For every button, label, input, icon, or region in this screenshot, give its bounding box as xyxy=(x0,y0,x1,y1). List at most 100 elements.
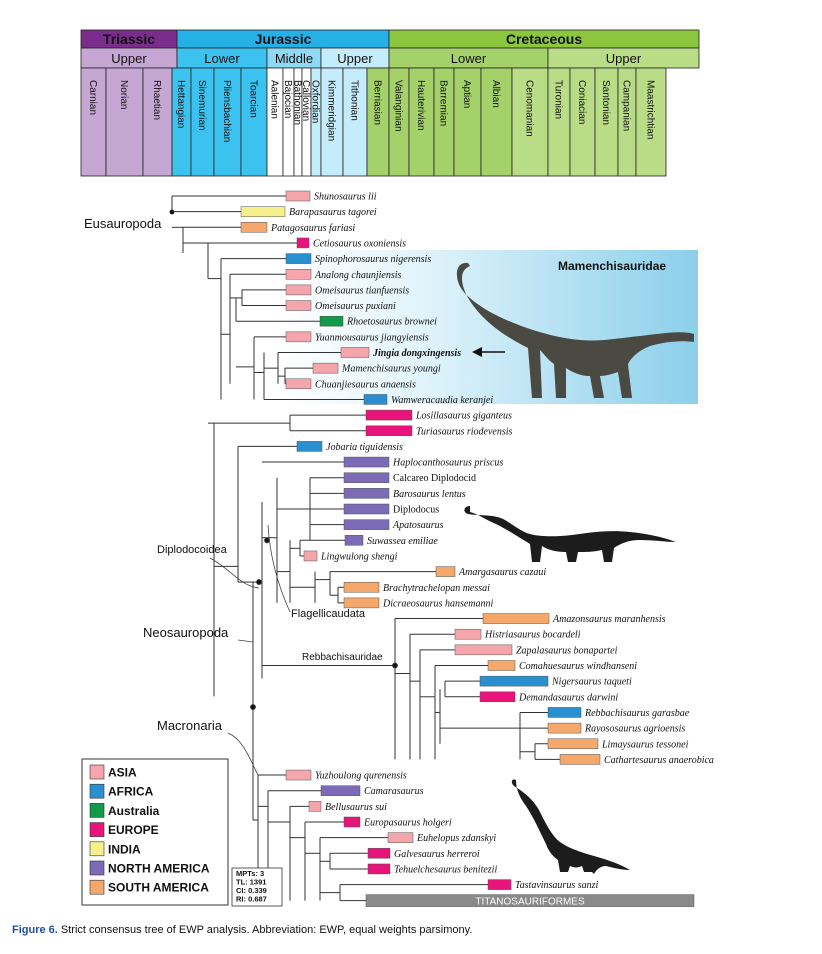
taxon-label: Losillasaurus giganteus xyxy=(415,411,512,422)
period-label: Triassic xyxy=(103,31,155,47)
taxon-label: Analong chaunjiensis xyxy=(314,270,401,281)
range-bar xyxy=(363,394,388,405)
clade-label-macronaria: Macronaria xyxy=(157,718,223,733)
stage-label: Pliensbachian xyxy=(221,80,232,142)
epoch-label: Middle xyxy=(275,51,313,66)
taxon-label: Shunosaurus lii xyxy=(314,192,377,203)
stat-line: CI: 0.339 xyxy=(236,886,267,895)
range-bar xyxy=(344,535,364,546)
legend-swatch xyxy=(89,822,105,837)
legend-swatch xyxy=(89,803,105,818)
caption-text: Strict consensus tree of EWP analysis. A… xyxy=(57,924,473,936)
stage-box xyxy=(480,67,513,177)
stage-label: Callovian xyxy=(300,80,311,121)
range-bars: TITANOSAURIFORMES xyxy=(240,190,695,908)
legend-swatch xyxy=(89,879,105,895)
range-bar xyxy=(487,879,512,890)
taxon-label: Wamweracaudia keranjei xyxy=(391,395,493,406)
brachiosaur-silhouette xyxy=(511,779,630,874)
legend-label: AFRICA xyxy=(108,785,154,799)
stage-label: Hettangian xyxy=(175,80,186,128)
taxon-label: Bellusaurus sui xyxy=(325,802,387,813)
range-bar xyxy=(285,190,311,202)
range-bar xyxy=(479,675,549,687)
stage-box xyxy=(142,67,173,177)
legend-swatch xyxy=(89,764,105,780)
range-bar xyxy=(559,754,601,765)
taxon-label: Tastavinsaurus sanzi xyxy=(515,880,598,891)
taxon-label: Comahuesaurus windhanseni xyxy=(519,661,637,672)
stage-label: Turonian xyxy=(553,80,564,119)
stage-label: Sinemurian xyxy=(196,80,207,131)
geologic-timescale: Triassic Jurassic Cretaceous Upper Lower Midd… xyxy=(80,29,700,177)
epoch-label: Lower xyxy=(204,51,240,66)
taxon-label: Limaysaurus tessonei xyxy=(601,739,689,750)
clade-labels: Eusauropoda Mamenchisauridae Diplodocoidea… xyxy=(84,216,666,776)
period-label: Cretaceous xyxy=(506,31,582,47)
range-bar xyxy=(319,315,344,327)
taxon-label: Euhelopus zdanskyi xyxy=(416,833,496,844)
clade-label-neosauropoda: Neosauropoda xyxy=(143,625,229,640)
stage-label: Cenomanian xyxy=(524,80,535,137)
range-bar xyxy=(308,801,322,812)
clade-label-eusauropoda: Eusauropoda xyxy=(84,216,162,231)
taxon-label: Dicraeosaurus hansemanni xyxy=(382,598,493,609)
range-bar xyxy=(482,613,550,624)
legend-swatch xyxy=(89,860,105,876)
stage-box xyxy=(511,67,549,177)
range-bar xyxy=(303,550,318,562)
stat-line: MPTs: 3 xyxy=(236,869,264,878)
taxon-label: Nigersaurus taqueti xyxy=(551,677,632,688)
stage-label: Rhaetian xyxy=(151,80,162,120)
stage-label: Coniacian xyxy=(576,80,587,124)
stage-label: Kimmeridgian xyxy=(326,80,337,141)
taxon-label: Turiasaurus riodevensis xyxy=(416,426,513,437)
range-bar xyxy=(365,409,413,421)
legend-label: NORTH AMERICA xyxy=(108,862,210,876)
range-bar xyxy=(285,378,312,390)
taxon-label: Rebbachisaurus garasbae xyxy=(584,708,690,719)
taxon-label: Amazonsaurus maranhensis xyxy=(552,614,666,625)
stat-line: RI: 0.687 xyxy=(236,895,267,904)
taxon-label: Barapasaurus tagorei xyxy=(289,207,377,218)
stat-line: TL: 1391 xyxy=(236,878,266,887)
range-bar xyxy=(240,222,268,233)
epoch-label: Upper xyxy=(606,51,642,66)
legend-swatch xyxy=(89,841,105,857)
range-bar xyxy=(343,582,380,593)
range-bar xyxy=(340,347,370,358)
range-bar xyxy=(487,660,516,671)
taxon-label: Spinophorosaurus nigerensis xyxy=(315,254,431,265)
stage-box xyxy=(342,67,368,177)
taxon-label: Rhoetosaurus brownei xyxy=(346,317,437,328)
stage-label: Valanginian xyxy=(393,80,404,132)
stage-box xyxy=(569,67,596,177)
titanosauriformes-label: TITANOSAURIFORMES xyxy=(475,897,585,908)
stage-label: Tithonian xyxy=(349,80,360,121)
legend-label: ASIA xyxy=(108,766,137,780)
range-bar xyxy=(312,362,339,374)
stage-label: Toarcian xyxy=(248,80,259,118)
range-bar xyxy=(547,707,582,718)
range-bar xyxy=(343,472,390,483)
taxon-label: Diplodocus xyxy=(393,505,439,516)
stage-label: Santonian xyxy=(600,80,611,125)
taxon-label: Omeisaurus tianfuensis xyxy=(315,285,409,296)
taxon-label: Demandasaurus darwini xyxy=(518,692,618,703)
taxon-label: Zapalasaurus bonapartei xyxy=(516,645,618,656)
stage-box xyxy=(635,67,667,177)
range-bar xyxy=(343,456,390,468)
taxon-label: Haplocanthosaurus priscus xyxy=(392,458,503,469)
range-bar xyxy=(343,597,380,609)
taxon-label: Camarasaurus xyxy=(364,786,424,797)
taxon-label: Yuanmousaurus jiangyiensis xyxy=(315,332,429,343)
range-bar xyxy=(365,425,413,436)
stage-label: Barremian xyxy=(438,80,449,126)
taxon-label: Amargasaurus cazaui xyxy=(458,567,546,578)
clade-label-rebbachisauridae: Rebbachisauridae xyxy=(302,652,383,663)
taxon-label: Brachytrachelopan messai xyxy=(383,583,490,594)
taxon-label: Galvesaurus herreroi xyxy=(394,849,480,860)
titanosauriformes-bar xyxy=(365,894,695,907)
range-bar xyxy=(547,738,599,749)
range-bar xyxy=(343,503,390,515)
